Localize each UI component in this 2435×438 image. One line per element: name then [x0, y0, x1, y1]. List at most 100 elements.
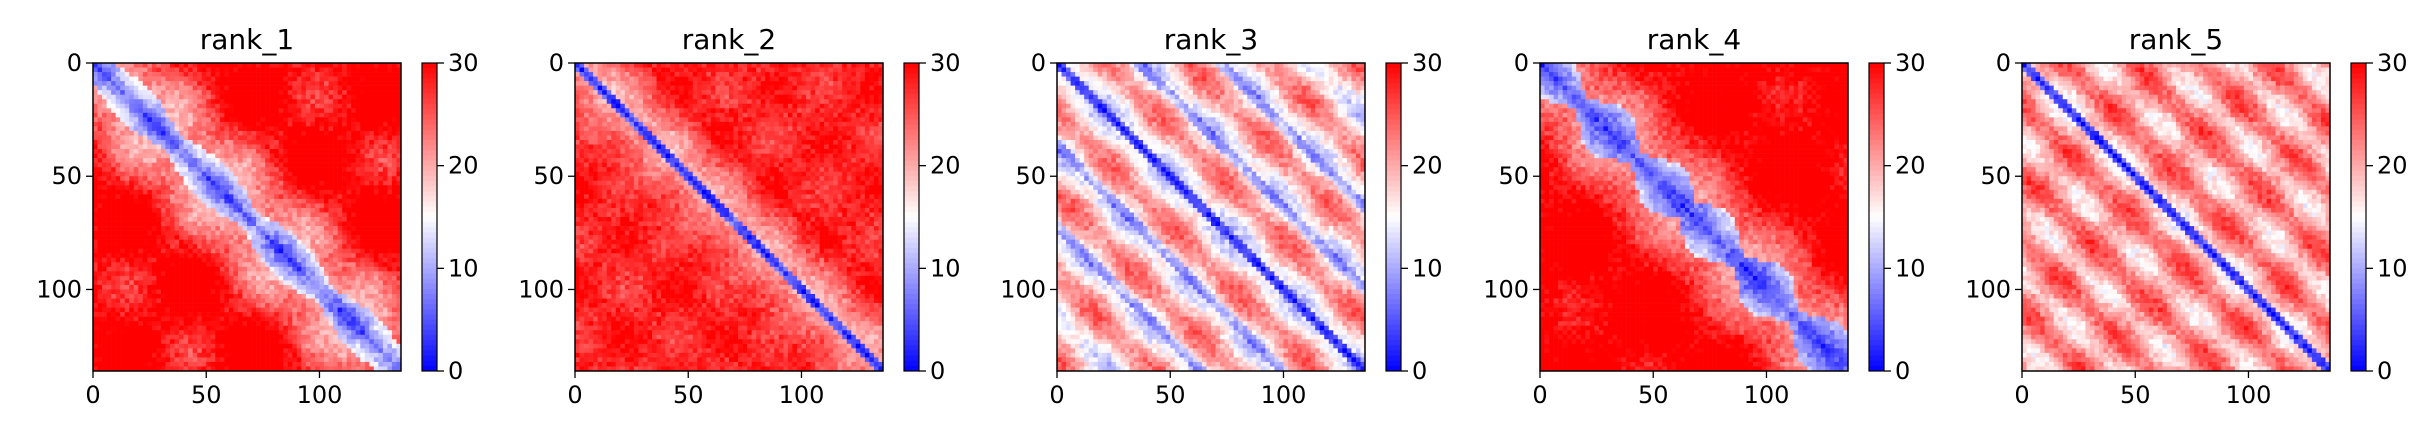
heatmap-cell — [820, 72, 825, 77]
heatmap-cell — [165, 240, 170, 245]
heatmap-cell — [156, 303, 161, 308]
heatmap-cell — [315, 113, 320, 118]
heatmap-cell — [233, 163, 238, 168]
heatmap-cell — [369, 353, 374, 358]
heatmap-cell — [252, 299, 257, 304]
heatmap-cell — [152, 289, 157, 294]
heatmap-cell — [220, 271, 225, 276]
heatmap-cell — [265, 339, 270, 344]
heatmap-cell — [351, 113, 356, 118]
heatmap-cell — [134, 217, 139, 222]
heatmap-cell — [351, 145, 356, 150]
heatmap-cell — [616, 68, 621, 73]
heatmap-cell — [256, 249, 261, 254]
heatmap-cell — [134, 235, 139, 240]
heatmap-cell — [387, 163, 392, 168]
heatmap-cell — [360, 199, 365, 204]
heatmap-cell — [242, 154, 247, 159]
heatmap-cell — [211, 294, 216, 299]
heatmap-cell — [365, 90, 370, 95]
heatmap-cell — [279, 194, 284, 199]
heatmap-cell — [283, 199, 288, 204]
heatmap-cell — [589, 81, 594, 86]
heatmap-cell — [161, 285, 166, 290]
heatmap-cell — [233, 95, 238, 100]
heatmap-cell — [292, 276, 297, 281]
heatmap-cell — [383, 258, 388, 263]
heatmap-cell — [125, 140, 130, 145]
heatmap-cell — [315, 226, 320, 231]
heatmap-cell — [301, 253, 306, 258]
heatmap-cell — [392, 357, 397, 362]
heatmap-cell — [306, 194, 311, 199]
heatmap-cell — [369, 285, 374, 290]
heatmap-cell — [116, 131, 121, 136]
heatmap-cell — [116, 353, 121, 358]
heatmap-cell — [143, 262, 148, 267]
heatmap-cell — [102, 158, 107, 163]
heatmap-cell — [329, 271, 334, 276]
heatmap-cell — [165, 249, 170, 254]
heatmap-cell — [265, 226, 270, 231]
heatmap-cell — [134, 353, 139, 358]
heatmap-cell — [265, 321, 270, 326]
heatmap-cell — [693, 68, 698, 73]
heatmap-cell — [374, 126, 379, 131]
heatmap-cell — [274, 321, 279, 326]
heatmap-cell — [211, 240, 216, 245]
heatmap-cell — [179, 68, 184, 73]
heatmap-cell — [156, 217, 161, 222]
heatmap-cell — [202, 212, 207, 217]
heatmap-cell — [283, 208, 288, 213]
heatmap-cell — [184, 72, 189, 77]
heatmap-cell — [220, 280, 225, 285]
heatmap-cell — [229, 176, 234, 181]
heatmap-cell — [351, 235, 356, 240]
heatmap-cell — [356, 303, 361, 308]
heatmap-cell — [292, 145, 297, 150]
heatmap-cell — [224, 163, 229, 168]
colorbar-segment — [422, 320, 437, 326]
heatmap-cell — [220, 154, 225, 159]
heatmap-cell — [392, 294, 397, 299]
heatmap-cell — [693, 77, 698, 82]
heatmap-cell — [206, 203, 211, 208]
heatmap-cell — [261, 280, 266, 285]
heatmap-cell — [143, 172, 148, 177]
heatmap-cell — [184, 199, 189, 204]
heatmap-cell — [238, 135, 243, 140]
colorbar-tick-label: 30 — [448, 49, 479, 77]
colorbar-segment — [422, 161, 437, 167]
heatmap-cell — [188, 357, 193, 362]
heatmap-cell — [360, 326, 365, 331]
heatmap-cell — [129, 299, 134, 304]
heatmap-cell — [143, 362, 148, 367]
heatmap-cell — [202, 68, 207, 73]
heatmap-cell — [584, 81, 589, 86]
heatmap-cell — [279, 77, 284, 82]
heatmap-cell — [301, 149, 306, 154]
heatmap-cell — [193, 303, 198, 308]
heatmap-cell — [283, 167, 288, 172]
heatmap-cell — [378, 253, 383, 258]
heatmap-cell — [324, 280, 329, 285]
heatmap-cell — [319, 117, 324, 122]
heatmap-cell — [98, 326, 103, 331]
heatmap-cell — [329, 348, 334, 353]
heatmap-cell — [233, 357, 238, 362]
heatmap-cell — [338, 335, 343, 340]
heatmap-cell — [869, 72, 874, 77]
heatmap-cell — [387, 90, 392, 95]
heatmap-cell — [283, 181, 288, 186]
heatmap-cell — [360, 90, 365, 95]
heatmap-cell — [351, 344, 356, 349]
heatmap-cell — [279, 267, 284, 272]
heatmap-cell — [170, 108, 175, 113]
heatmap-cell — [301, 335, 306, 340]
heatmap-cell — [197, 280, 202, 285]
heatmap-cell — [338, 86, 343, 91]
heatmap-cell — [315, 185, 320, 190]
colorbar-segment — [422, 63, 437, 69]
heatmap-cell — [301, 190, 306, 195]
heatmap-cell — [315, 140, 320, 145]
